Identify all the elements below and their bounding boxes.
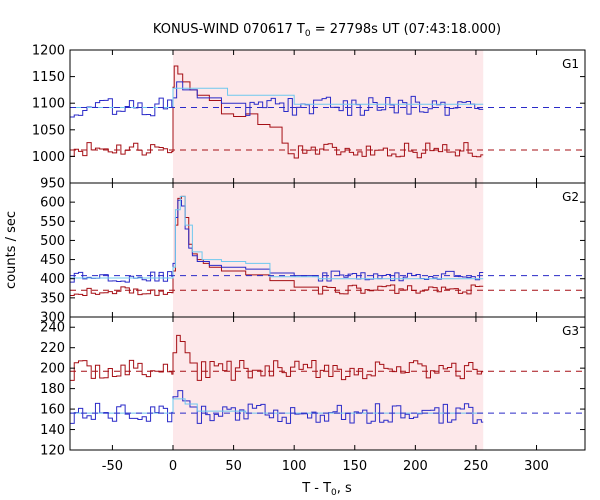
y-tick-label: 600 — [40, 196, 65, 211]
panel-g3: G3 120 140 160 180 200 220 240 — [40, 316, 586, 459]
series-dark-red-g1 — [70, 65, 484, 159]
series-blue-g2 — [70, 199, 484, 283]
y-tick-label: 200 — [40, 362, 65, 377]
y-tick-label: 550 — [40, 215, 65, 230]
y-tick-label: 240 — [40, 321, 65, 336]
panel-frame-g3 — [69, 316, 586, 451]
y-tick-label: 1050 — [32, 123, 65, 138]
y-tick-label: 120 — [40, 444, 65, 459]
panel-g2: G2 300 350 400 450 500 550 600 — [40, 182, 586, 326]
y-tick-label: 1200 — [32, 44, 65, 59]
burst-interval-shade — [173, 317, 484, 450]
y-axis-label: counts / sec — [4, 211, 19, 289]
burst-interval-shade — [173, 183, 484, 317]
y-tick-label: 160 — [40, 403, 65, 418]
y-tick-label: 140 — [40, 423, 65, 438]
y-tick-label: 1000 — [32, 150, 65, 165]
y-tick-label: 300 — [40, 311, 65, 326]
series-cyan-g2 — [70, 195, 484, 280]
y-tick-label: 400 — [40, 272, 65, 287]
series-blue-g1 — [70, 81, 484, 118]
y-tick-label: 450 — [40, 253, 65, 268]
series-cyan-g1 — [70, 87, 484, 108]
plot-area: G195010001050110011501200G23003504004505… — [32, 44, 586, 474]
series-dark-red-g3 — [70, 334, 484, 381]
x-tick-label: 250 — [464, 459, 489, 474]
x-tick-label: 0 — [169, 459, 177, 474]
x-tick-label: 100 — [282, 459, 307, 474]
chart-title: KONUS-WIND 070617 T0 = 27798s UT (07:43:… — [153, 22, 501, 39]
y-tick-label: 1150 — [32, 70, 65, 85]
panel-label: G3 — [562, 324, 579, 338]
series-dark-red-g2 — [70, 195, 484, 297]
x-tick-label: -50 — [102, 459, 123, 474]
y-tick-label: 500 — [40, 234, 65, 249]
x-tick-label: 150 — [342, 459, 367, 474]
y-tick-label: 950 — [40, 177, 65, 192]
panel-g1: G1 950 1000 1050 1100 1150 1200 — [32, 44, 586, 192]
x-tick-label: 50 — [225, 459, 242, 474]
x-axis-label: T - T0, s — [301, 481, 352, 498]
y-tick-label: 220 — [40, 341, 65, 356]
series-cyan-g3 — [70, 398, 484, 414]
panel-label: G1 — [562, 57, 579, 71]
y-tick-label: 1100 — [32, 97, 65, 112]
series-blue-g3 — [70, 390, 484, 424]
panel-label: G2 — [562, 190, 579, 204]
x-tick-label: 300 — [524, 459, 549, 474]
y-tick-label: 350 — [40, 291, 65, 306]
burst-interval-shade — [173, 50, 484, 183]
y-tick-label: 180 — [40, 382, 65, 397]
x-tick-label: 200 — [403, 459, 428, 474]
